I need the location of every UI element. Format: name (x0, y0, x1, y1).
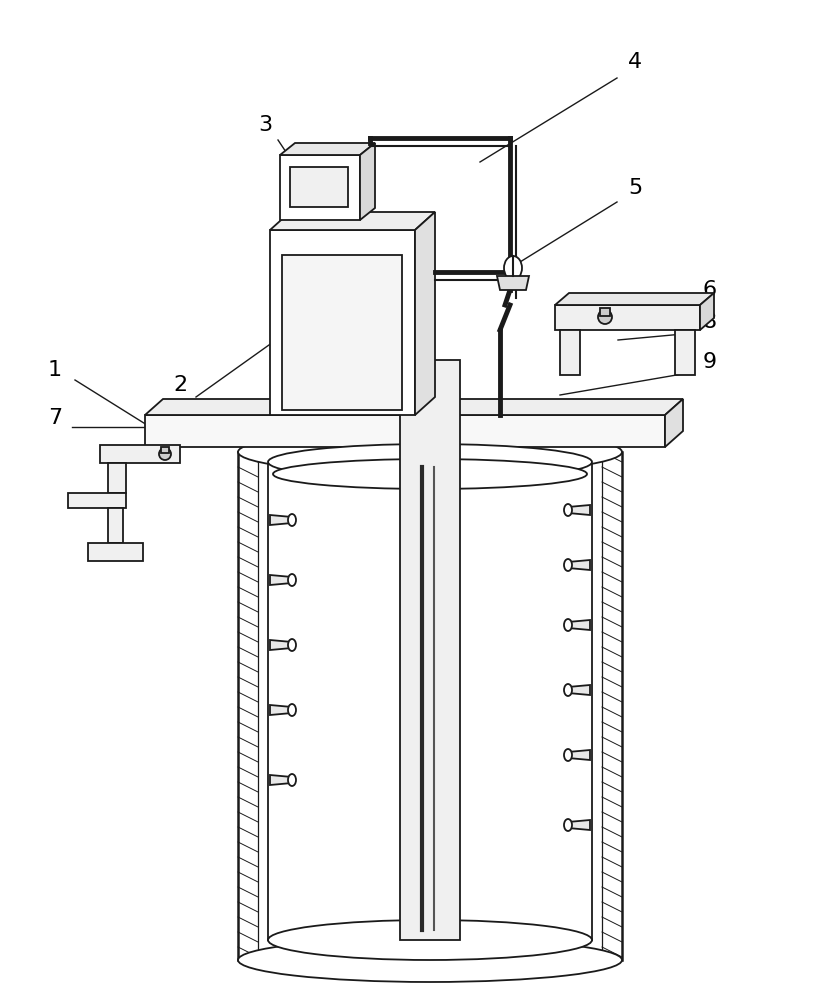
Polygon shape (270, 705, 292, 715)
Ellipse shape (564, 749, 572, 761)
Ellipse shape (564, 819, 572, 831)
Text: 5: 5 (628, 178, 642, 198)
Polygon shape (270, 775, 292, 785)
Polygon shape (415, 212, 435, 415)
Ellipse shape (504, 256, 522, 280)
Text: 1: 1 (48, 360, 62, 380)
Text: 3: 3 (258, 115, 272, 135)
Polygon shape (497, 276, 529, 290)
Polygon shape (555, 293, 714, 305)
Polygon shape (568, 685, 590, 695)
Bar (161, 447, 169, 453)
Ellipse shape (238, 938, 622, 982)
Bar (600, 308, 610, 316)
Polygon shape (270, 575, 292, 585)
Bar (675, 330, 695, 375)
Polygon shape (700, 293, 714, 330)
Ellipse shape (288, 704, 296, 716)
Bar (100, 445, 180, 463)
Ellipse shape (159, 448, 171, 460)
Polygon shape (270, 212, 435, 230)
Ellipse shape (564, 619, 572, 631)
Ellipse shape (564, 684, 572, 696)
Polygon shape (280, 143, 375, 155)
Text: 7: 7 (48, 408, 62, 428)
Polygon shape (360, 143, 375, 220)
Polygon shape (145, 415, 665, 447)
Bar (68, 493, 126, 508)
Ellipse shape (564, 504, 572, 516)
Ellipse shape (288, 574, 296, 586)
Ellipse shape (288, 774, 296, 786)
Polygon shape (280, 155, 360, 220)
Ellipse shape (238, 430, 622, 474)
Text: 4: 4 (628, 52, 642, 72)
Polygon shape (270, 230, 415, 415)
Text: 8: 8 (703, 312, 717, 332)
Bar (108, 508, 123, 543)
Ellipse shape (288, 514, 296, 526)
Ellipse shape (598, 310, 612, 324)
Ellipse shape (273, 459, 587, 489)
Bar (88, 543, 143, 561)
Polygon shape (568, 505, 590, 515)
Bar (282, 255, 402, 410)
Polygon shape (568, 820, 590, 830)
Text: 9: 9 (703, 352, 717, 372)
Bar (108, 463, 126, 493)
Ellipse shape (268, 920, 592, 960)
Polygon shape (145, 399, 683, 415)
Ellipse shape (288, 639, 296, 651)
Polygon shape (270, 515, 292, 525)
Ellipse shape (564, 559, 572, 571)
Polygon shape (568, 560, 590, 570)
Bar (290, 167, 348, 207)
Text: 2: 2 (173, 375, 187, 395)
Polygon shape (568, 750, 590, 760)
Polygon shape (568, 620, 590, 630)
Ellipse shape (268, 444, 592, 480)
Bar (560, 330, 580, 375)
Text: 6: 6 (703, 280, 717, 300)
Polygon shape (270, 640, 292, 650)
Polygon shape (555, 305, 700, 330)
Bar (400, 360, 460, 940)
Polygon shape (665, 399, 683, 447)
